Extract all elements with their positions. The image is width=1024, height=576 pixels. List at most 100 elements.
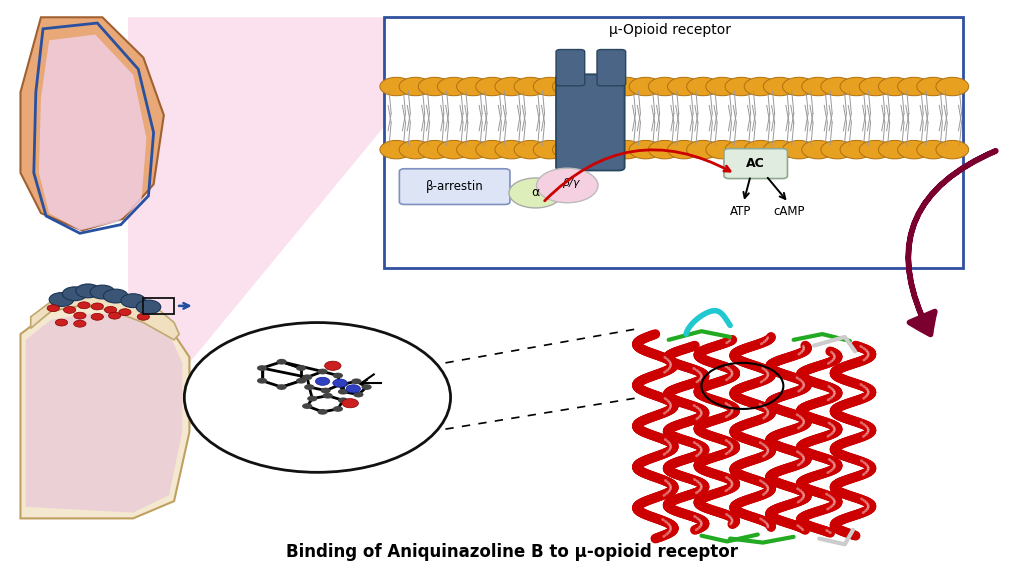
Circle shape	[74, 320, 86, 327]
Circle shape	[879, 141, 911, 159]
Circle shape	[668, 141, 700, 159]
Circle shape	[687, 141, 720, 159]
Polygon shape	[20, 300, 189, 518]
Circle shape	[706, 77, 738, 96]
Bar	[384, 17, 963, 268]
Circle shape	[361, 384, 372, 390]
Text: cAMP: cAMP	[774, 205, 805, 218]
Circle shape	[744, 77, 777, 96]
Circle shape	[437, 77, 470, 96]
Circle shape	[437, 141, 470, 159]
Circle shape	[104, 306, 117, 313]
Circle shape	[802, 77, 835, 96]
Circle shape	[936, 141, 969, 159]
Circle shape	[296, 365, 306, 371]
Circle shape	[916, 141, 949, 159]
Circle shape	[898, 77, 931, 96]
Circle shape	[916, 77, 949, 96]
Circle shape	[687, 77, 720, 96]
Circle shape	[782, 77, 815, 96]
Circle shape	[802, 141, 835, 159]
Polygon shape	[39, 35, 146, 230]
Circle shape	[307, 396, 317, 401]
Circle shape	[49, 293, 74, 306]
Circle shape	[380, 141, 413, 159]
Circle shape	[296, 378, 306, 384]
Circle shape	[629, 141, 662, 159]
Circle shape	[338, 389, 348, 395]
Circle shape	[534, 141, 566, 159]
Circle shape	[333, 406, 343, 412]
Circle shape	[257, 378, 267, 384]
Circle shape	[763, 77, 796, 96]
Text: α: α	[531, 187, 540, 199]
Circle shape	[276, 359, 287, 365]
Circle shape	[338, 397, 348, 403]
Circle shape	[63, 306, 76, 313]
Circle shape	[648, 77, 681, 96]
FancyBboxPatch shape	[597, 50, 626, 86]
Circle shape	[353, 392, 364, 397]
Circle shape	[840, 141, 872, 159]
Circle shape	[859, 77, 892, 96]
Polygon shape	[20, 17, 164, 230]
Circle shape	[668, 77, 700, 96]
Circle shape	[821, 141, 854, 159]
Circle shape	[476, 77, 509, 96]
Circle shape	[495, 77, 527, 96]
Bar	[143, 298, 174, 314]
Circle shape	[840, 77, 872, 96]
Circle shape	[137, 313, 150, 320]
Circle shape	[744, 141, 777, 159]
Circle shape	[317, 369, 328, 374]
Circle shape	[78, 302, 90, 309]
Circle shape	[136, 300, 161, 314]
Circle shape	[553, 141, 586, 159]
FancyBboxPatch shape	[724, 149, 787, 179]
Circle shape	[302, 403, 312, 409]
Circle shape	[351, 378, 361, 384]
Circle shape	[338, 381, 348, 387]
Circle shape	[879, 77, 911, 96]
Circle shape	[534, 77, 566, 96]
Circle shape	[936, 77, 969, 96]
Circle shape	[725, 141, 758, 159]
Text: ATP: ATP	[730, 205, 751, 218]
Circle shape	[648, 141, 681, 159]
Circle shape	[103, 289, 128, 303]
FancyBboxPatch shape	[399, 169, 510, 204]
Circle shape	[509, 178, 562, 208]
Text: β/γ: β/γ	[561, 178, 580, 188]
Circle shape	[121, 294, 145, 308]
Circle shape	[62, 287, 87, 301]
Circle shape	[859, 141, 892, 159]
Text: AC: AC	[746, 157, 765, 170]
Circle shape	[342, 399, 358, 408]
Text: β-arrestin: β-arrestin	[426, 180, 483, 193]
Circle shape	[476, 141, 509, 159]
Polygon shape	[31, 288, 179, 340]
Text: Binding of Aniquinazoline B to μ-opioid receptor: Binding of Aniquinazoline B to μ-opioid …	[286, 543, 738, 561]
Circle shape	[629, 77, 662, 96]
Circle shape	[571, 77, 604, 96]
Circle shape	[325, 361, 341, 370]
Circle shape	[514, 77, 547, 96]
Circle shape	[418, 77, 451, 96]
Circle shape	[457, 141, 489, 159]
Circle shape	[898, 141, 931, 159]
Circle shape	[380, 77, 413, 96]
Circle shape	[514, 141, 547, 159]
Circle shape	[276, 384, 287, 390]
Circle shape	[346, 385, 360, 393]
Circle shape	[74, 312, 86, 319]
Circle shape	[553, 77, 586, 96]
Circle shape	[317, 409, 328, 415]
Circle shape	[302, 374, 312, 380]
Polygon shape	[128, 17, 384, 406]
FancyBboxPatch shape	[556, 50, 585, 86]
Circle shape	[725, 77, 758, 96]
Circle shape	[333, 373, 343, 378]
Circle shape	[47, 305, 59, 312]
Text: μ-Opioid receptor: μ-Opioid receptor	[609, 23, 731, 37]
Circle shape	[90, 285, 115, 299]
